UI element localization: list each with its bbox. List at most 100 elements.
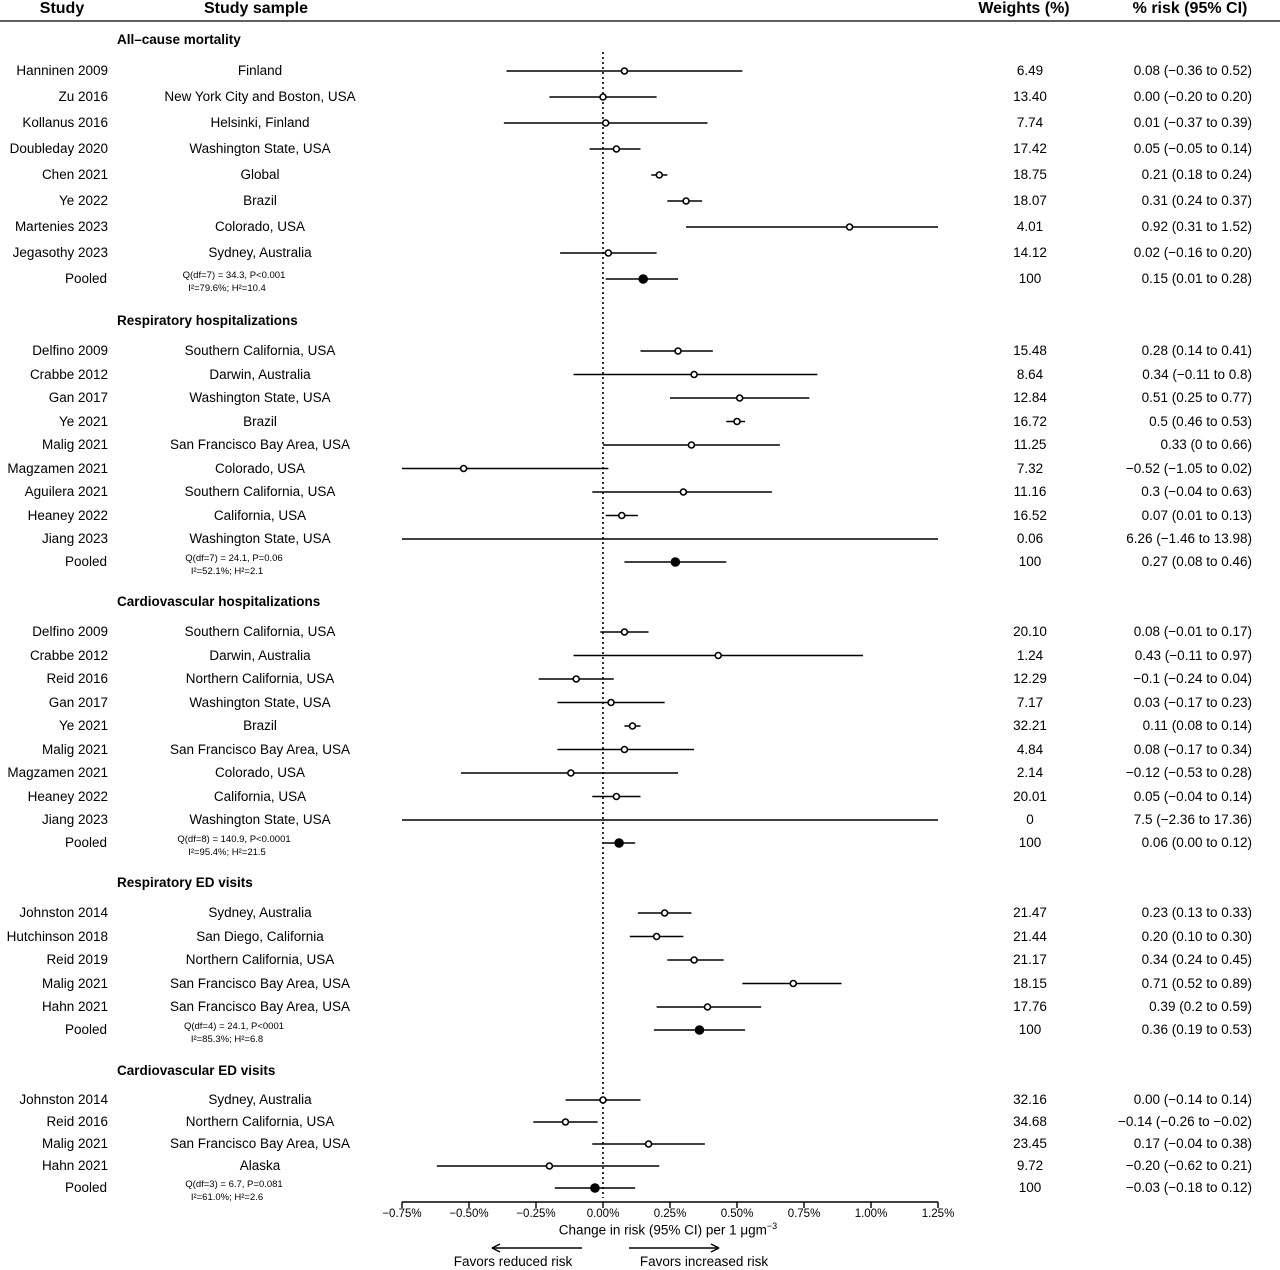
section-2-row-8-ci: 0.07 (0.01 to 0.13) [1141, 507, 1252, 523]
section-1-row-1-ci: 0.08 (−0.36 to 0.52) [1133, 63, 1252, 78]
section-1-row-1-point [620, 67, 629, 75]
section-2-row-3-ci: 0.51 (0.25 to 0.77) [1141, 390, 1252, 405]
arrow-right-label: Favors increased risk [639, 1254, 769, 1269]
section-title-5: Cardiovascular ED visits [117, 1063, 276, 1078]
section-1-row-7-weight: 4.01 [1016, 219, 1044, 234]
section-3-row-1-study: Delfino 2009 [32, 624, 108, 639]
arrow-left-label: Favors reduced risk [453, 1254, 573, 1269]
section-2-row-3-sample: Washington State, USA [189, 390, 331, 405]
section-1-row-7-study: Martenies 2023 [14, 219, 108, 234]
section-1-row-4-point [612, 145, 621, 153]
section-2-row-6-study: Magzamen 2021 [7, 460, 108, 476]
section-5-row-1-weight: 32.16 [1013, 1092, 1047, 1107]
section-2-row-1-weight: 15.48 [1013, 343, 1047, 358]
section-5-row-4-ci: −0.20 (−0.62 to 0.21) [1125, 1158, 1252, 1173]
section-3-row-7-sample: Colorado, USA [214, 765, 306, 780]
section-4-row-5-sample: San Francisco Bay Area, USA [169, 999, 351, 1014]
section-4-row-3-ci: 0.34 (0.24 to 0.45) [1141, 952, 1252, 967]
section-4-row-5-ci: 0.39 (0.2 to 0.59) [1149, 999, 1252, 1014]
section-3-row-7-study: Magzamen 2021 [7, 765, 108, 780]
section-4-row-3-point [690, 956, 698, 964]
section-3-row-9-weight: 0 [1026, 812, 1034, 827]
section-5-row-2-point [561, 1118, 570, 1126]
section-3-row-3-study: Reid 2016 [46, 671, 108, 686]
section-1-row-4-ci: 0.05 (−0.05 to 0.14) [1133, 141, 1252, 156]
section-1-row-8-ci: 0.02 (−0.16 to 0.20) [1133, 245, 1252, 260]
section-1-row-8-point [604, 249, 613, 257]
section-4-row-3-sample: Northern California, USA [185, 952, 335, 967]
section-2-row-9-sample: Washington State, USA [189, 531, 331, 546]
section-3-row-4-ci: 0.03 (−0.17 to 0.23) [1133, 694, 1252, 710]
section-3-row-9-study: Jiang 2023 [41, 812, 108, 827]
x-tick-label-5: 0.25% [653, 1208, 687, 1220]
x-tick-label-1: −0.75% [382, 1208, 422, 1220]
section-4-row-5-weight: 17.76 [1013, 999, 1047, 1014]
section-2-row-8-point [617, 511, 626, 520]
section-2-row-7-ci: 0.3 (−0.04 to 0.63) [1141, 484, 1252, 499]
section-1-row-4-weight: 17.42 [1013, 141, 1047, 156]
section-2-row-9-ci: 6.26 (−1.46 to 13.98) [1126, 531, 1252, 546]
section-3-row-3-weight: 12.29 [1013, 671, 1047, 686]
section-4-pooled-weight: 100 [1018, 1022, 1042, 1037]
section-3-row-6-weight: 4.84 [1016, 741, 1044, 757]
x-axis-label-superscript: −3 [766, 1221, 778, 1231]
section-5-pooled-weight: 100 [1018, 1180, 1042, 1195]
section-3-row-8-study: Heaney 2022 [27, 788, 108, 804]
section-5-pooled-heterogeneity-q: Q(df=3) = 6.7, P=0.081 [185, 1179, 283, 1190]
section-3-row-8-sample: California, USA [213, 788, 307, 804]
section-4-pooled-ci: 0.36 (0.19 to 0.53) [1141, 1022, 1252, 1037]
section-3-row-7-ci: −0.12 (−0.53 to 0.28) [1125, 765, 1252, 780]
section-3-row-5-study: Ye 2021 [58, 718, 108, 733]
section-2-row-3-study: Gan 2017 [48, 390, 108, 405]
section-3-row-6-study: Malig 2021 [41, 741, 108, 757]
section-2-row-5-ci: 0.33 (0 to 0.66) [1160, 437, 1252, 452]
section-1-row-3-study: Kollanus 2016 [22, 115, 108, 130]
section-5-row-1-ci: 0.00 (−0.14 to 0.14) [1133, 1092, 1252, 1107]
section-2-row-5-weight: 11.25 [1013, 437, 1047, 452]
section-3-pooled-ci: 0.06 (0.00 to 0.12) [1141, 835, 1252, 850]
section-4-pooled-point [694, 1025, 705, 1035]
section-2-row-2-weight: 8.64 [1016, 366, 1044, 382]
section-3-row-6-ci: 0.08 (−0.17 to 0.34) [1133, 741, 1252, 757]
section-1-row-5-weight: 18.75 [1013, 167, 1047, 182]
section-2-row-5-point [687, 441, 696, 449]
section-3-pooled-weight: 100 [1018, 835, 1042, 850]
header-study-sample: Study sample [203, 0, 309, 17]
section-2-pooled-weight: 100 [1018, 554, 1042, 569]
section-3-pooled-point [614, 838, 624, 848]
section-1-pooled-point [638, 274, 649, 284]
section-3-row-8-weight: 20.01 [1013, 788, 1047, 804]
section-4-row-4-point [789, 979, 798, 988]
section-4-row-2-sample: San Diego, California [196, 928, 324, 944]
section-5-row-1-study: Johnston 2014 [19, 1092, 108, 1107]
section-4-row-5-study: Hahn 2021 [41, 999, 108, 1014]
section-4-pooled-heterogeneity-q: Q(df=4) = 24.1, P<0001 [183, 1021, 285, 1032]
x-tick-label-3: −0.25% [516, 1208, 556, 1220]
section-4-row-2-point [652, 932, 661, 941]
section-3-pooled-heterogeneity-i2: I²=95.4%; H²=21.5 [188, 847, 266, 858]
section-4-row-4-study: Malig 2021 [41, 975, 108, 991]
section-4-row-1-point [660, 909, 669, 917]
header-study: Study [39, 0, 85, 17]
section-3-row-1-ci: 0.08 (−0.01 to 0.17) [1133, 624, 1252, 639]
section-4-row-3-weight: 21.17 [1013, 952, 1047, 967]
section-3-row-1-weight: 20.10 [1013, 624, 1047, 639]
section-1-row-2-study: Zu 2016 [58, 89, 108, 104]
section-2-row-8-weight: 16.52 [1013, 507, 1047, 523]
section-1-row-6-weight: 18.07 [1013, 193, 1047, 208]
section-5-pooled-study: Pooled [64, 1180, 107, 1195]
section-3-pooled-study: Pooled [64, 835, 107, 850]
section-2-pooled-heterogeneity-q: Q(df=7) = 24.1, P=0.06 [185, 553, 283, 564]
section-3-row-2-weight: 1.24 [1016, 647, 1044, 663]
section-1-row-6-sample: Brazil [243, 193, 277, 208]
section-1-row-8-sample: Sydney, Australia [208, 245, 312, 260]
section-2-row-6-sample: Colorado, USA [214, 460, 306, 476]
section-5-pooled-ci: −0.03 (−0.18 to 0.12) [1125, 1180, 1252, 1195]
section-4-row-1-ci: 0.23 (0.13 to 0.33) [1141, 905, 1252, 920]
section-1-pooled-weight: 100 [1018, 271, 1042, 286]
section-3-row-4-study: Gan 2017 [48, 694, 108, 710]
section-5-row-2-sample: Northern California, USA [185, 1114, 335, 1129]
section-2-row-7-sample: Southern California, USA [184, 484, 336, 499]
